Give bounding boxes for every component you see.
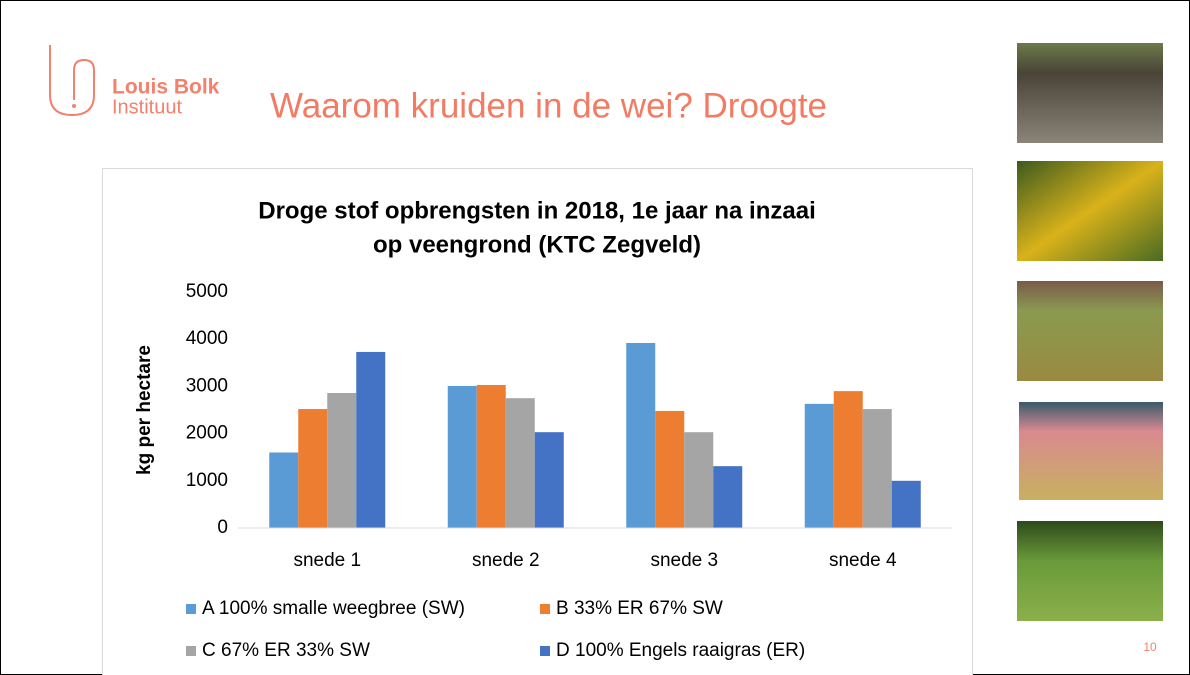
y-tick-label: 0 — [217, 517, 228, 538]
bar — [891, 480, 921, 528]
bar — [862, 409, 892, 528]
bar — [327, 393, 357, 528]
bar — [476, 384, 506, 528]
bar — [505, 398, 535, 528]
bar — [626, 342, 656, 528]
y-tick-label: 5000 — [186, 281, 228, 302]
legend-swatch — [186, 604, 196, 614]
logo-mark — [49, 45, 95, 117]
photo-soil — [1017, 43, 1163, 143]
legend-label: C 67% ER 33% SW — [202, 640, 370, 661]
legend-label: D 100% Engels raaigras (ER) — [556, 640, 805, 661]
chart-title: Droge stof opbrengsten in 2018, 1e jaar … — [258, 197, 816, 224]
x-tick-label: snede 1 — [293, 550, 361, 571]
bar — [804, 403, 834, 528]
chart-title: op veengrond (KTC Zegveld) — [373, 231, 701, 258]
bar — [684, 432, 714, 528]
page-number: 10 — [1143, 640, 1157, 654]
bar — [713, 466, 743, 528]
photo-flowers — [1017, 161, 1163, 261]
y-tick-label: 3000 — [186, 375, 228, 396]
logo-subname: Instituut — [112, 96, 182, 118]
legend-label: B 33% ER 67% SW — [556, 598, 723, 619]
photo-cow — [1017, 521, 1163, 621]
bar — [655, 410, 685, 528]
slide-heading: Waarom kruiden in de wei? Droogte — [270, 86, 827, 125]
y-tick-label: 4000 — [186, 328, 228, 349]
x-tick-label: snede 2 — [472, 550, 540, 571]
logo-dot — [72, 104, 76, 108]
photo-meadow — [1019, 402, 1163, 500]
logo-name: Louis Bolk — [112, 76, 220, 99]
photo-bird — [1017, 281, 1163, 381]
y-tick-label: 2000 — [186, 423, 228, 444]
legend-label: A 100% smalle weegbree (SW) — [202, 598, 465, 619]
legend-swatch — [186, 646, 196, 656]
bar — [298, 409, 328, 528]
legend-swatch — [540, 604, 550, 614]
bar — [269, 452, 299, 528]
x-tick-label: snede 3 — [650, 550, 718, 571]
y-axis-label: kg per hectare — [134, 345, 155, 475]
bar — [356, 351, 386, 528]
x-tick-label: snede 4 — [829, 550, 897, 571]
bar — [534, 432, 564, 528]
y-tick-label: 1000 — [186, 470, 228, 491]
bar — [833, 391, 863, 528]
legend-swatch — [540, 646, 550, 656]
bar — [447, 385, 477, 528]
